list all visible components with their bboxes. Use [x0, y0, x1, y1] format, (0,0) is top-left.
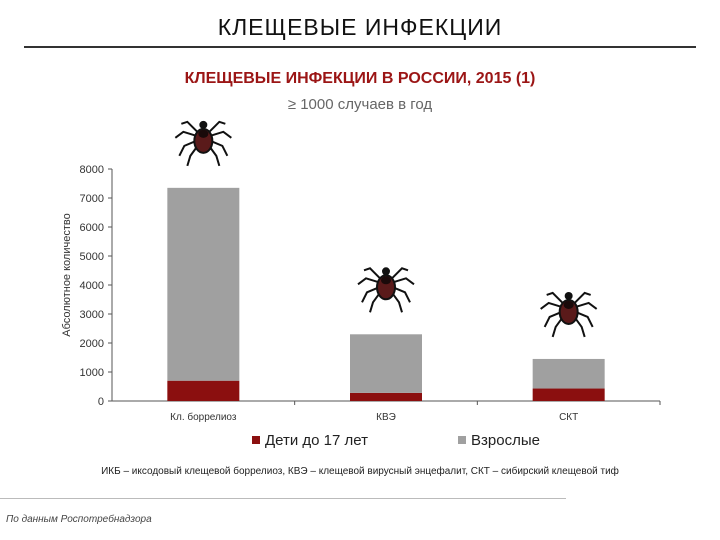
chart-subtitle: ≥ 1000 случаев в год — [287, 96, 433, 113]
bar-children-1 — [167, 380, 240, 401]
slide-title: КЛЕЩЕВЫЕ ИНФЕКЦИИ — [217, 14, 503, 40]
bar-children-3 — [532, 388, 605, 401]
y-tick-label: 6000 — [80, 222, 104, 234]
y-tick-label: 7000 — [80, 193, 104, 205]
y-axis-label: Абсолютное количество — [61, 213, 73, 336]
tick-icon — [174, 120, 232, 167]
y-tick-label: 0 — [98, 396, 104, 408]
footnote: ИКБ – иксодовый клещевой боррелиоз, КВЭ … — [101, 466, 619, 477]
tick-icon — [540, 291, 598, 338]
y-tick-label: 5000 — [80, 251, 104, 263]
source-note: По данным Роспотребнадзора — [6, 514, 152, 525]
legend-swatch-adults — [458, 436, 466, 444]
legend-swatch-children — [252, 436, 260, 444]
legend-label-adults: Взрослые — [471, 432, 540, 449]
bar-children-2 — [350, 392, 422, 401]
y-tick-label: 4000 — [80, 280, 104, 292]
x-tick-label: Кл. боррелиоз — [170, 411, 237, 423]
title-divider — [24, 46, 696, 48]
x-tick-label: КВЭ — [376, 412, 396, 423]
y-tick-label: 8000 — [80, 164, 104, 176]
bar-adults-2 — [350, 334, 422, 393]
footnote-divider — [0, 498, 566, 499]
tick-icon — [357, 267, 415, 313]
legend-label-children: Дети до 17 лет — [265, 432, 368, 449]
x-tick-label: СКТ — [559, 412, 578, 423]
y-tick-label: 1000 — [80, 367, 104, 379]
y-tick-label: 3000 — [80, 309, 104, 321]
chart-title: КЛЕЩЕВЫЕ ИНФЕКЦИИ В РОССИИ, 2015 (1) — [184, 70, 536, 87]
y-tick-label: 2000 — [80, 338, 104, 350]
bar-adults-3 — [532, 358, 605, 389]
bar-adults-1 — [167, 187, 240, 381]
bar-chart: 0 1000 2000 3000 4000 5000 6000 7000 8000 Абсолют… — [61, 120, 661, 449]
